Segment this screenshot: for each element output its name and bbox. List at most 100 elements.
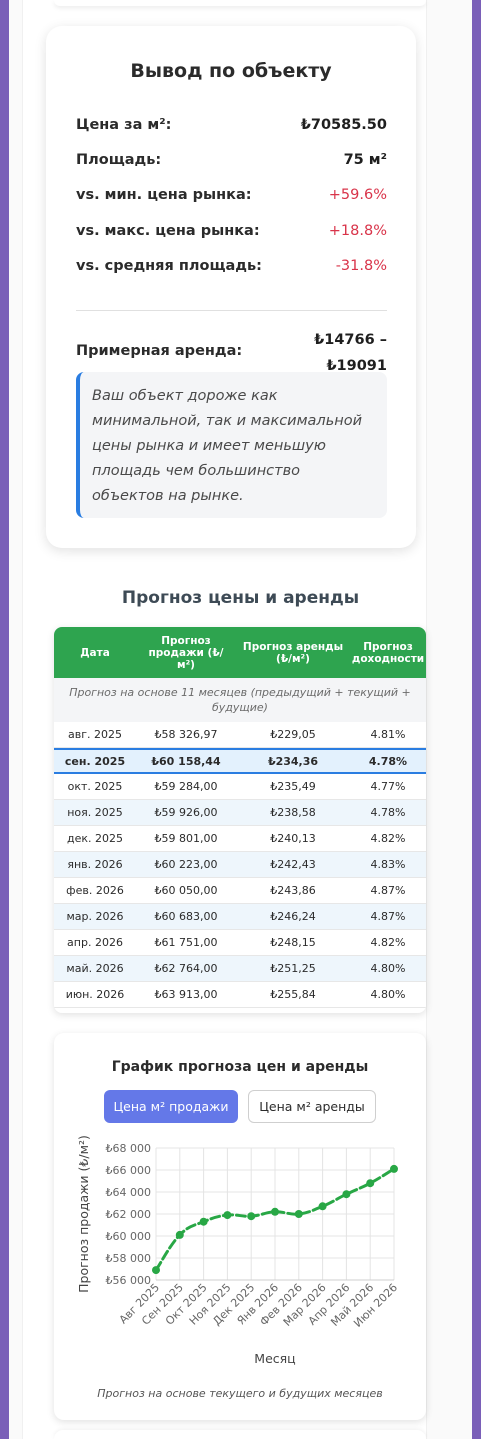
cell-yield: 4.87% [370,910,406,923]
data-point [247,1212,256,1221]
cell-yield: 4.80% [370,962,406,975]
header-date: Дата [80,646,110,659]
forecast-chart-card: График прогноза цен и аренды Цена м² про… [54,1033,426,1420]
table-row: дек. 2025 ₺59 801,00 ₺240,13 4.82% [54,826,426,852]
summary-row-label: Площадь: [76,152,162,168]
table-row: авг. 2025 ₺58 326,97 ₺229,05 4.81% [54,722,426,748]
summary-divider [76,310,387,311]
y-axis-title: Прогноз продажи (₺/м²) [76,1135,91,1293]
rent-estimate-line: ₺14766 – [314,332,387,348]
table-row-current: сен. 2025 ₺60 158,44 ₺234,36 4.78% [54,748,426,774]
cell-rent: ₺255,84 [270,988,316,1001]
cell-sale: ₺59 926,00 [154,806,218,819]
y-tick-label: ₺66 000 [106,1164,152,1177]
summary-row-vs-avg-area: vs. средняя площадь: -31.8% [76,258,387,278]
summary-row-value: +18.8% [328,223,387,239]
summary-row-value: +59.6% [328,187,387,203]
next-card-edge [54,1430,426,1439]
y-tick-label: ₺62 000 [106,1208,152,1221]
cell-rent: ₺229,05 [270,728,316,741]
cell-yield: 4.82% [370,832,406,845]
y-tick-label: ₺56 000 [106,1274,152,1287]
cell-sale: ₺61 751,00 [154,936,218,949]
data-point [271,1207,279,1216]
cell-rent: ₺251,25 [270,962,316,975]
previous-card-edge [54,0,426,6]
data-point [318,1202,327,1211]
cell-sale: ₺59 801,00 [154,832,218,845]
cell-date: май. 2026 [66,962,124,975]
cell-yield: 4.87% [370,884,406,897]
data-point [390,1164,398,1173]
table-row: июн. 2026 ₺63 913,00 ₺255,84 4.80% [54,982,426,1008]
cell-date: янв. 2026 [67,858,123,871]
cell-yield: 4.83% [370,858,406,871]
cell-rent: ₺242,43 [270,858,316,871]
rent-price-toggle-button[interactable]: Цена м² аренды [248,1090,376,1123]
summary-row-value: 75 м² [343,152,387,168]
sale-price-toggle-button[interactable]: Цена м² продажи [104,1090,238,1123]
table-row: мар. 2026 ₺60 683,00 ₺246,24 4.87% [54,904,426,930]
chart-caption: Прогноз на основе текущего и будущих мес… [97,1387,383,1400]
cell-rent: ₺234,36 [267,754,319,768]
cell-date: окт. 2025 [67,780,123,793]
cell-date: авг. 2025 [68,728,122,741]
table-row: май. 2026 ₺62 764,00 ₺251,25 4.80% [54,956,426,982]
forecast-line-chart: ₺56 000 ₺58 000 ₺60 000 ₺62 000 ₺64 000 ₺66 0… [76,1135,400,1366]
cell-yield: 4.78% [370,806,406,819]
cell-sale: ₺58 326,97 [154,728,218,741]
cell-yield: 4.80% [370,988,406,1001]
cell-sale: ₺63 913,00 [154,988,218,1001]
data-point [342,1190,351,1199]
table-row: ноя. 2025 ₺59 926,00 ₺238,58 4.78% [54,800,426,826]
rent-estimate-line: ₺19091 [326,358,387,374]
summary-row-label: vs. средняя площадь: [76,258,262,274]
header-sale: Прогноз продажи (₺/м²) [148,634,224,671]
forecast-title: Прогноз цены и аренды [121,588,360,608]
summary-row-label: Цена за м²: [76,117,172,133]
cell-yield: 4.78% [368,754,408,768]
table-row: янв. 2026 ₺60 223,00 ₺242,43 4.83% [54,852,426,878]
table-row: апр. 2026 ₺61 751,00 ₺248,15 4.82% [54,930,426,956]
summary-row-price-per-m2: Цена за м²: ₺70585.50 [76,117,387,137]
cell-sale: ₺60 050,00 [154,884,218,897]
cell-sale: ₺59 284,00 [154,780,218,793]
x-axis-title: Месяц [254,1351,295,1366]
cell-rent: ₺243,86 [270,884,316,897]
cell-rent: ₺240,13 [270,832,316,845]
cell-rent: ₺248,15 [270,936,316,949]
cell-sale: ₺60 223,00 [154,858,218,871]
cell-yield: 4.82% [370,936,406,949]
cell-date: фев. 2026 [66,884,124,897]
data-point [199,1217,208,1226]
summary-title: Вывод по объекту [130,60,332,82]
y-tick-label: ₺60 000 [106,1230,152,1243]
summary-row-vs-min: vs. мин. цена рынка: +59.6% [76,187,387,207]
summary-row-value: -31.8% [335,258,387,274]
summary-row-value: ₺70585.50 [300,117,387,133]
cell-sale: ₺60 158,44 [151,754,221,768]
cell-date: апр. 2026 [67,936,123,949]
summary-row-label: vs. мин. цена рынка: [76,187,252,203]
cell-date: ноя. 2025 [67,806,123,819]
summary-row-vs-max: vs. макс. цена рынка: +18.8% [76,223,387,243]
data-point [175,1230,184,1239]
summary-row-area: Площадь: 75 м² [76,152,387,172]
table-row: окт. 2025 ₺59 284,00 ₺235,49 4.77% [54,774,426,800]
cell-yield: 4.81% [370,728,406,741]
cell-rent: ₺235,49 [270,780,316,793]
object-summary-card: Вывод по объекту Цена за м²: ₺70585.50 П… [46,26,416,548]
rent-estimate-value: ₺14766 – ₺19091 [277,327,387,379]
forecast-table: Дата Прогноз продажи (₺/м²) Прогноз арен… [54,627,426,1013]
y-tick-label: ₺68 000 [106,1142,152,1155]
cell-date: дек. 2025 [66,832,123,845]
y-tick-label: ₺58 000 [106,1252,152,1265]
data-point [152,1266,160,1275]
summary-note: Ваш объект дороже как минимальной, так и… [76,372,387,518]
cell-sale: ₺60 683,00 [154,910,218,923]
cell-date: сен. 2025 [64,754,126,768]
y-tick-label: ₺64 000 [106,1186,152,1199]
summary-row-label: vs. макс. цена рынка: [76,223,260,239]
cell-yield: 4.77% [370,780,406,793]
cell-sale: ₺62 764,00 [154,962,218,975]
